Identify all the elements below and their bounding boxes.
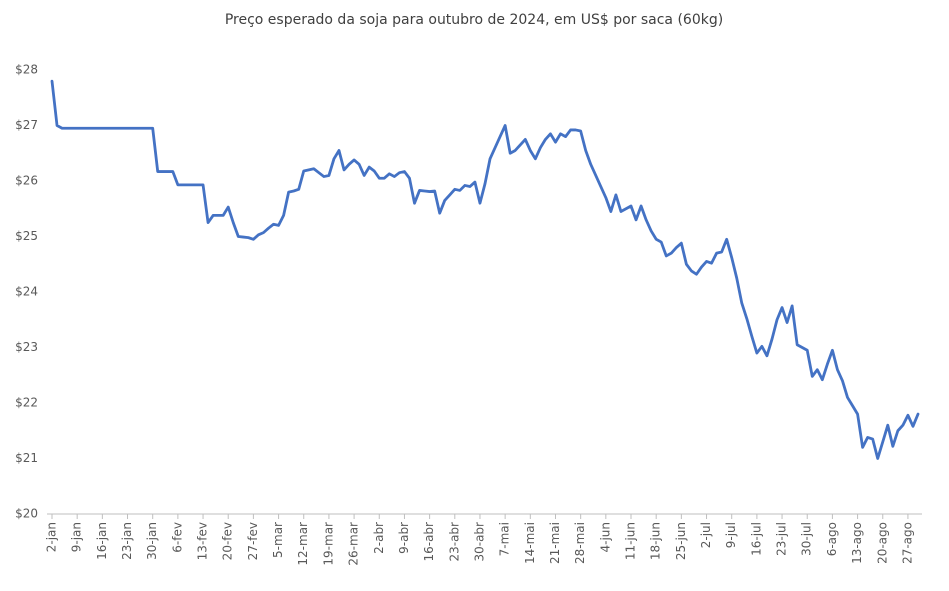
x-tick-label: 6-fev: [170, 522, 184, 553]
y-tick-label: $22: [15, 396, 38, 410]
x-tick-label: 11-jun: [624, 522, 638, 560]
x-tick-label: 2-abr: [372, 522, 386, 554]
x-tick-label: 20-ago: [875, 522, 889, 564]
x-tick-label: 30-jan: [145, 522, 159, 560]
x-tick-label: 13-fev: [196, 522, 210, 560]
x-tick-label: 7-mai: [498, 522, 512, 556]
x-tick-label: 25-jun: [674, 522, 688, 560]
x-tick-label: 26-mar: [347, 522, 361, 566]
x-tick-label: 9-abr: [397, 522, 411, 554]
x-tick-label: 14-mai: [523, 522, 537, 564]
x-tick-label: 19-mar: [321, 522, 335, 566]
y-tick-label: $25: [15, 229, 38, 243]
x-tick-label: 23-jan: [120, 522, 134, 560]
price-line: [50, 79, 920, 460]
x-tick-label: 30-abr: [472, 522, 486, 562]
x-tick-label: 21-mai: [548, 522, 562, 564]
x-tick-label: 4-jun: [598, 522, 612, 553]
x-tick-label: 16-jan: [95, 522, 109, 560]
y-tick-label: $23: [15, 340, 38, 354]
x-tick-label: 30-jul: [800, 522, 814, 556]
x-tick-label: 2-jan: [45, 522, 59, 552]
x-tick-label: 6-ago: [825, 522, 839, 556]
x-tick-label: 9-jan: [70, 522, 84, 552]
x-tick-label: 13-ago: [850, 522, 864, 564]
x-tick-label: 5-mar: [271, 522, 285, 558]
y-tick-label: $20: [15, 507, 38, 521]
x-tick-label: 20-fev: [221, 522, 235, 560]
y-tick-label: $27: [15, 118, 38, 132]
x-tick-label: 16-jul: [749, 522, 763, 556]
x-tick-label: 27-ago: [900, 522, 914, 564]
y-tick-label: $26: [15, 174, 38, 188]
y-tick-label: $21: [15, 451, 38, 465]
x-tick-label: 16-abr: [422, 522, 436, 562]
x-tick-label: 28-mai: [573, 522, 587, 564]
x-tick-label: 12-mar: [296, 522, 310, 566]
x-tick-label: 23-abr: [447, 522, 461, 562]
y-tick-label: $28: [15, 63, 38, 77]
x-tick-label: 18-jun: [649, 522, 663, 560]
x-tick-label: 2-jul: [699, 522, 713, 548]
x-tick-label: 23-jul: [775, 522, 789, 556]
x-tick-label: 9-jul: [724, 522, 738, 548]
y-tick-label: $24: [15, 285, 38, 299]
chart-title: Preço esperado da soja para outubro de 2…: [225, 12, 723, 28]
x-tick-label: 27-fev: [246, 522, 260, 560]
